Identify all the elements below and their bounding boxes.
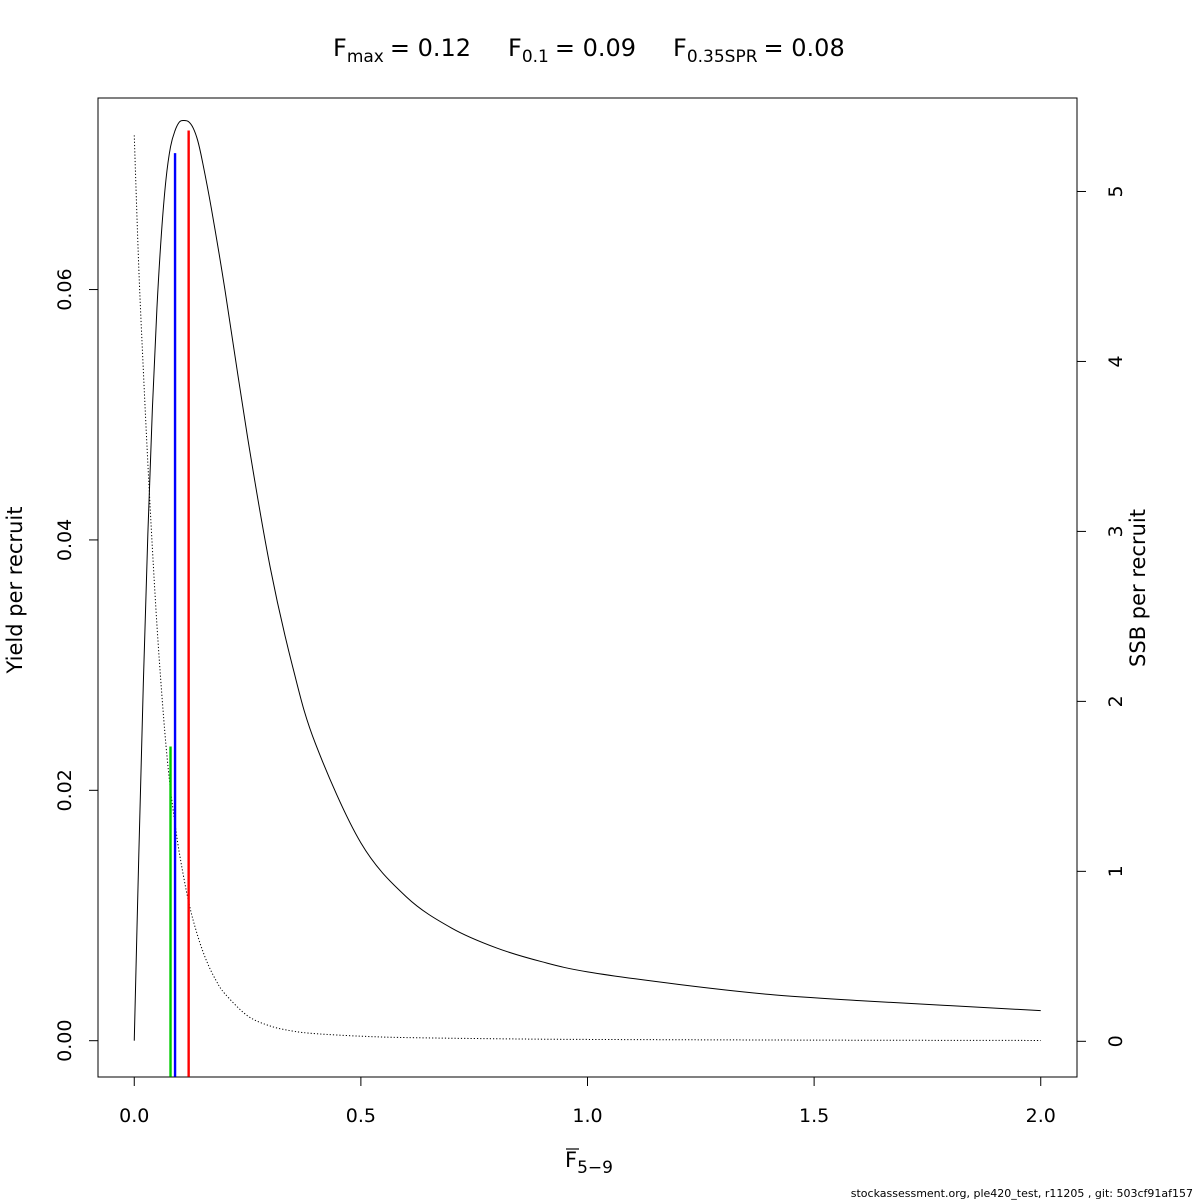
y-axis-right: 0 1 2 3 4 5 [1076, 185, 1127, 1047]
x-axis-title: F5−9 [565, 1148, 613, 1178]
x-tick-label: 0.0 [119, 1105, 149, 1127]
footer-caption: stockassessment.org, ple420_test, r11205… [851, 1187, 1193, 1200]
y-right-tick-label: 4 [1105, 355, 1127, 367]
y-right-tick-label: 1 [1105, 865, 1127, 877]
x-tick-label: 0.5 [346, 1105, 376, 1127]
x-tick-label: 1.0 [572, 1105, 602, 1127]
series-layer [133, 119, 1041, 1041]
y-right-tick-label: 5 [1105, 185, 1127, 197]
chart-title-f01: F0.1 = 0.09 [508, 34, 636, 67]
y-axis-left: 0.00 0.02 0.04 0.06 [54, 268, 99, 1062]
chart-title-fmax: Fmax = 0.12 [333, 34, 471, 67]
y-axis-left-title: Yield per recruit [3, 507, 27, 675]
y-left-tick-label: 0.00 [54, 1020, 76, 1062]
y-left-tick-label: 0.02 [54, 769, 76, 811]
yield-per-recruit-curve [133, 119, 1041, 1041]
ssb-per-recruit-curve [133, 135, 1041, 1041]
y-left-tick-label: 0.04 [54, 519, 76, 561]
x-tick-label: 2.0 [1026, 1105, 1056, 1127]
y-left-tick-label: 0.06 [54, 268, 76, 310]
y-axis-right-title: SSB per recruit [1126, 509, 1150, 667]
y-right-tick-label: 2 [1105, 695, 1127, 707]
x-axis: 0.0 0.5 1.0 1.5 2.0 [119, 1076, 1056, 1127]
reference-lines [169, 130, 190, 1077]
x-tick-label: 1.5 [799, 1105, 829, 1127]
y-right-tick-label: 0 [1105, 1035, 1127, 1047]
chart-title-fspr: F0.35SPR = 0.08 [673, 34, 845, 67]
y-right-tick-label: 3 [1105, 525, 1127, 537]
